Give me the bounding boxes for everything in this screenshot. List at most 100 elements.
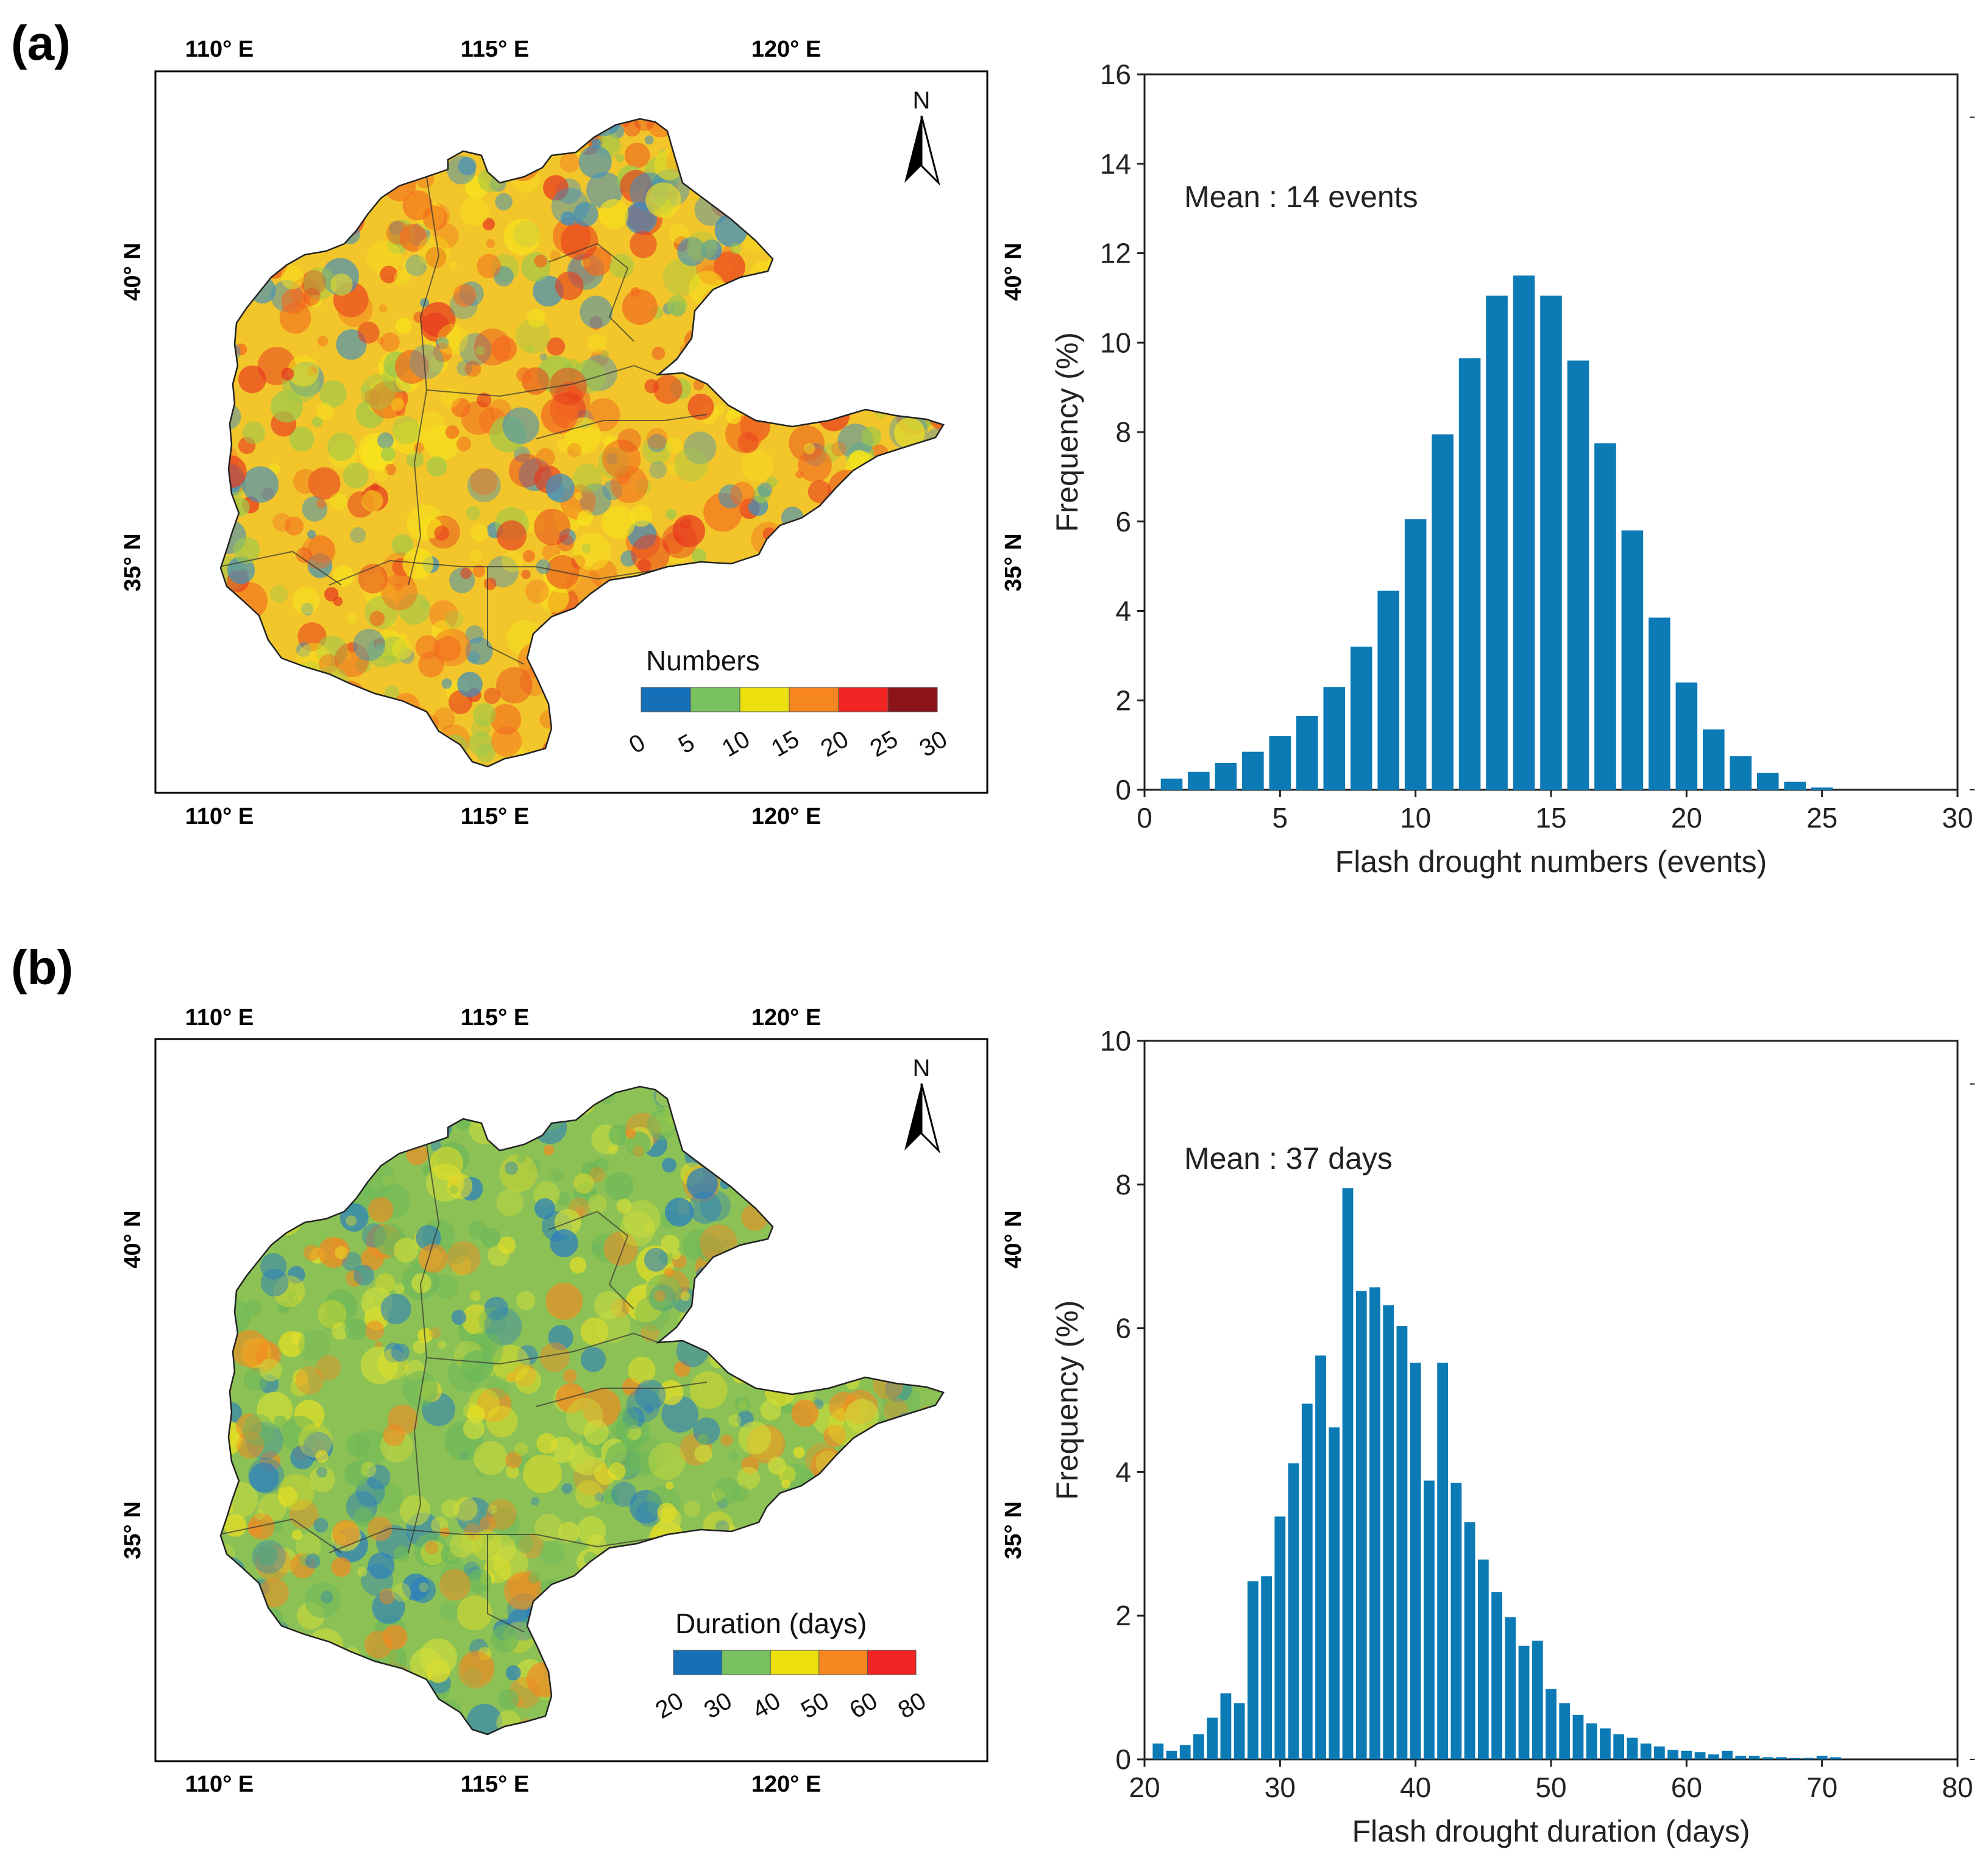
map-texture-patch bbox=[684, 431, 717, 464]
map-texture-patch bbox=[665, 1197, 694, 1227]
map-b-lat-tick-left-40: 40° N bbox=[120, 1210, 146, 1268]
map-texture-patch bbox=[630, 505, 652, 527]
map-texture-patch bbox=[573, 463, 602, 493]
map-texture-patch bbox=[260, 1268, 289, 1297]
map-texture-patch bbox=[259, 1578, 289, 1608]
histogram-bar bbox=[1464, 1522, 1475, 1759]
histogram-bar bbox=[1613, 1734, 1625, 1759]
map-texture-patch bbox=[380, 332, 400, 352]
map-texture-patch bbox=[608, 1463, 626, 1480]
map-texture-patch bbox=[722, 1240, 730, 1248]
map-texture-patch bbox=[357, 1567, 367, 1577]
map-texture-patch bbox=[491, 726, 522, 757]
map-texture-patch bbox=[551, 188, 589, 225]
map-texture-patch bbox=[247, 1520, 263, 1537]
map-texture-patch bbox=[440, 388, 460, 408]
histogram-bar bbox=[1667, 1750, 1678, 1759]
province-boundary bbox=[426, 1332, 659, 1365]
legend-swatch bbox=[722, 1650, 771, 1675]
map-texture-patch bbox=[573, 1173, 594, 1194]
map-texture-patch bbox=[413, 1340, 427, 1354]
histogram-bar bbox=[1377, 591, 1399, 790]
map-texture-patch bbox=[505, 1665, 521, 1681]
histogram-bar bbox=[1681, 1750, 1692, 1759]
map-texture-patch bbox=[405, 255, 427, 277]
map-texture-patch bbox=[671, 1250, 681, 1260]
map-texture-patch bbox=[505, 1162, 519, 1175]
map-texture-patch bbox=[768, 1456, 786, 1475]
map-texture-patch bbox=[447, 1241, 481, 1275]
map-texture-patch bbox=[574, 492, 583, 500]
map-texture-patch bbox=[361, 490, 383, 512]
map-texture-patch bbox=[691, 548, 706, 564]
map-texture-patch bbox=[603, 1232, 638, 1266]
map-texture-patch bbox=[280, 266, 305, 289]
map-texture-patch bbox=[380, 1294, 411, 1324]
map-texture-patch bbox=[550, 1229, 578, 1257]
map-texture-patch bbox=[713, 251, 745, 283]
map-texture-patch bbox=[427, 456, 447, 477]
histogram-bar bbox=[1518, 1645, 1530, 1759]
map-texture-patch bbox=[730, 243, 742, 255]
map-texture-patch bbox=[687, 394, 714, 420]
map-texture-patch bbox=[657, 1503, 676, 1522]
mean-annotation: Mean : 14 events bbox=[1184, 180, 1418, 214]
map-texture-patch bbox=[343, 463, 369, 489]
map-texture-patch bbox=[279, 1331, 305, 1357]
map-texture-patch bbox=[461, 1304, 492, 1335]
map-texture-patch bbox=[499, 1154, 538, 1193]
map-texture-patch bbox=[714, 404, 725, 415]
histogram-bar bbox=[1708, 1754, 1719, 1759]
map-texture-patch bbox=[295, 1366, 324, 1395]
panel-label-b: (b) bbox=[11, 940, 73, 995]
map-texture-patch bbox=[602, 505, 636, 540]
map-texture-patch bbox=[470, 1290, 481, 1302]
map-texture-patch bbox=[318, 1300, 347, 1329]
map-texture-patch bbox=[319, 654, 338, 674]
map-texture-patch bbox=[360, 374, 396, 410]
x-tick-label: 80 bbox=[1942, 1772, 1973, 1803]
map-texture-patch bbox=[611, 1421, 630, 1440]
map-texture-patch bbox=[429, 354, 448, 374]
map-texture-patch bbox=[254, 1509, 265, 1520]
map-texture-patch bbox=[330, 273, 353, 296]
histogram-bar bbox=[1627, 1737, 1638, 1759]
map-texture-patch bbox=[623, 119, 641, 137]
map-texture-patch bbox=[666, 542, 688, 564]
histogram-bar bbox=[1748, 1756, 1760, 1759]
map-texture-patch bbox=[556, 1383, 586, 1413]
map-texture-patch bbox=[425, 246, 447, 268]
map-texture-patch bbox=[603, 1489, 619, 1505]
map-texture-patch bbox=[365, 1464, 391, 1490]
histogram-bar bbox=[1404, 519, 1427, 790]
histogram-bar bbox=[1350, 647, 1372, 790]
north-arrow-icon: N bbox=[904, 1055, 940, 1154]
map-texture-patch bbox=[646, 428, 668, 450]
map-texture-patch bbox=[591, 138, 602, 149]
map-texture-patch bbox=[445, 610, 464, 629]
map-texture-patch bbox=[374, 467, 389, 481]
map-texture-patch bbox=[285, 516, 304, 536]
y-tick-label: 0 bbox=[1115, 774, 1131, 806]
map-texture-patch bbox=[394, 270, 410, 286]
map-texture-patch bbox=[620, 1211, 656, 1247]
histogram-bar bbox=[1640, 1744, 1652, 1759]
map-texture-patch bbox=[242, 1414, 274, 1446]
histogram-bar bbox=[1437, 1363, 1449, 1759]
histogram-bar bbox=[1274, 1516, 1286, 1759]
map-texture-patch bbox=[355, 657, 372, 673]
map-texture-patch bbox=[528, 1572, 540, 1584]
map-texture-patch bbox=[366, 1295, 375, 1305]
map-texture-patch bbox=[831, 441, 847, 457]
x-tick-label: 20 bbox=[1671, 802, 1702, 834]
map-texture-patch bbox=[608, 1144, 619, 1155]
map-texture-patch bbox=[568, 1445, 596, 1473]
histogram-bar bbox=[1567, 360, 1589, 790]
map-texture-patch bbox=[567, 442, 582, 458]
map-texture-patch bbox=[378, 304, 388, 313]
histogram-bar bbox=[1207, 1717, 1218, 1759]
map-texture-patch bbox=[484, 1296, 509, 1321]
map-texture-patch bbox=[344, 1461, 370, 1487]
map-texture-patch bbox=[290, 1445, 314, 1470]
map-texture-patch bbox=[689, 1371, 728, 1410]
